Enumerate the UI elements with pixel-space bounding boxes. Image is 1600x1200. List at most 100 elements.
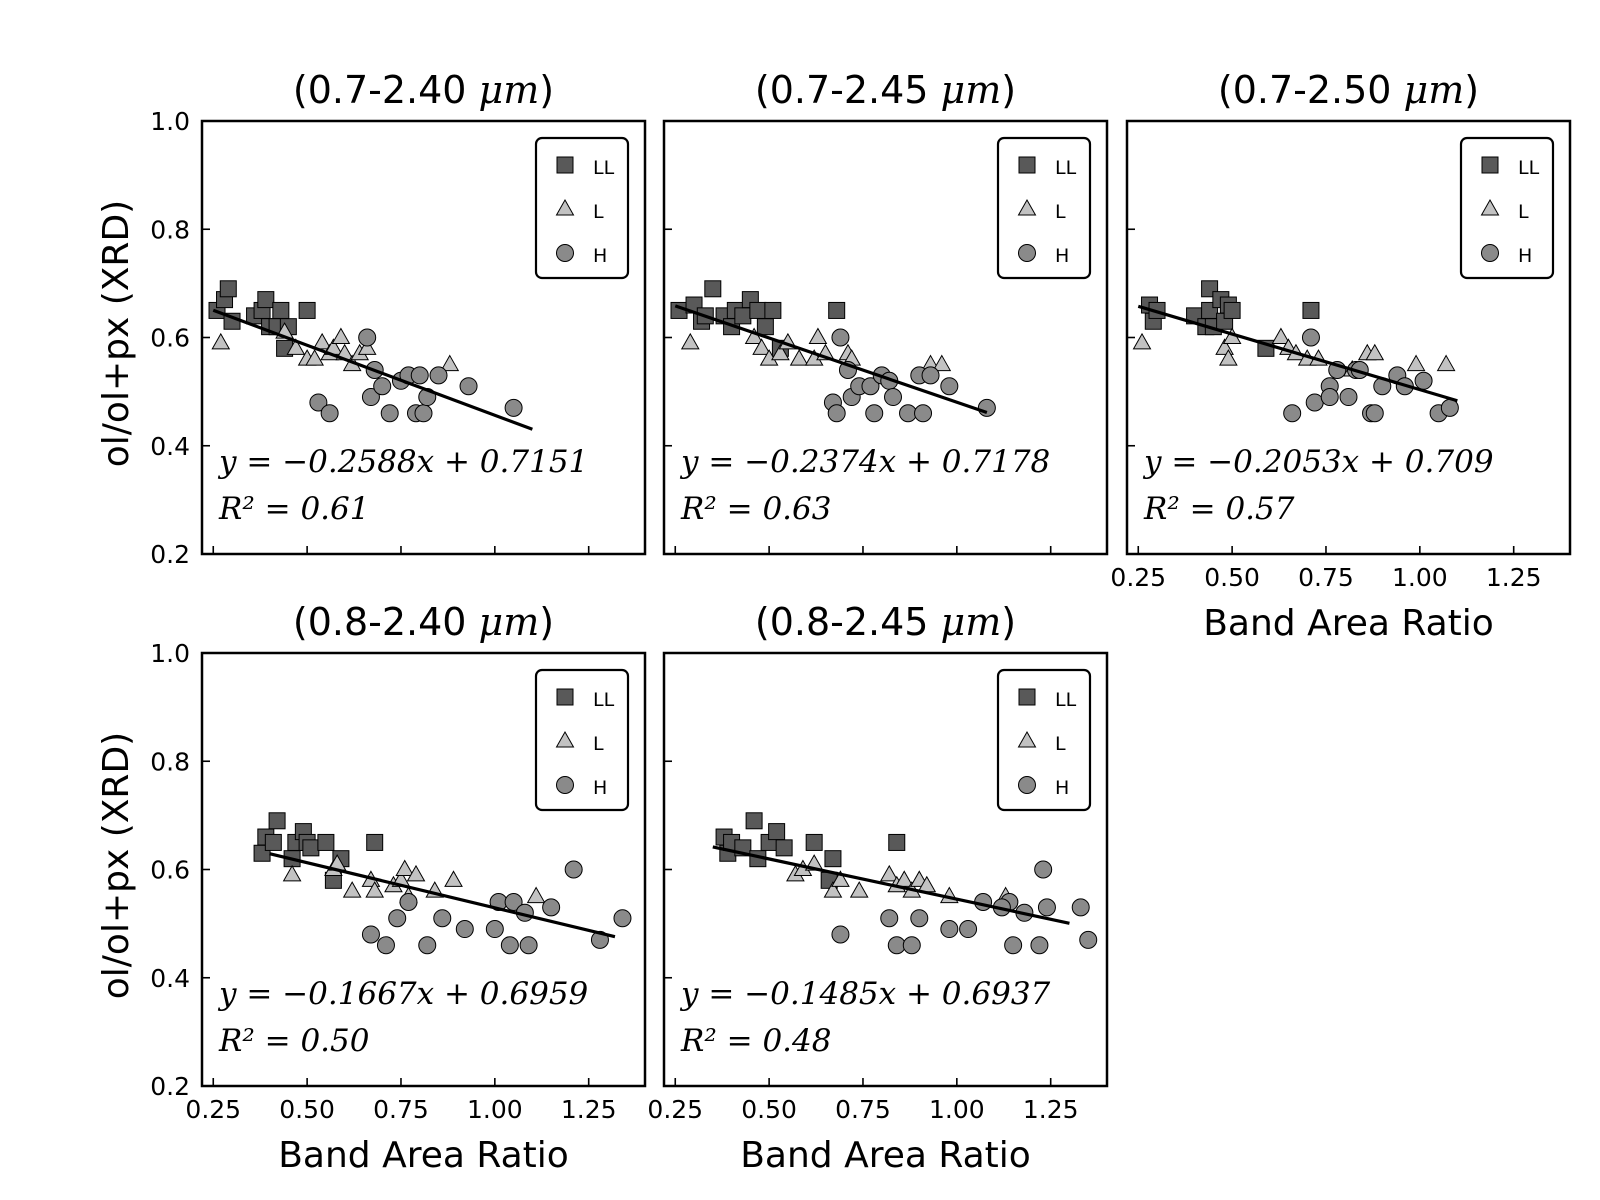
r-squared: R² = 0.48 bbox=[680, 1023, 831, 1059]
marker-L bbox=[744, 327, 764, 344]
marker-L bbox=[932, 354, 952, 372]
x-tick-label: 0.50 bbox=[279, 1095, 335, 1124]
marker-L bbox=[331, 327, 351, 344]
legend-frame bbox=[534, 136, 630, 280]
marker-H bbox=[940, 377, 959, 396]
y-tick-label: 0.2 bbox=[150, 540, 190, 569]
x-tick-label: 1.25 bbox=[561, 1095, 617, 1124]
marker-LL bbox=[317, 833, 335, 851]
legend-frame bbox=[1459, 136, 1555, 280]
marker-H bbox=[376, 936, 395, 955]
marker-L bbox=[357, 338, 377, 355]
x-axis-label: Band Area Ratio bbox=[278, 1135, 569, 1176]
legend-marker-H bbox=[556, 244, 574, 262]
plot-area bbox=[670, 280, 996, 423]
x-tick-label: 0.75 bbox=[835, 1095, 891, 1124]
series-LL bbox=[1141, 280, 1320, 357]
regression-line bbox=[712, 845, 1070, 925]
marker-H bbox=[1339, 388, 1358, 407]
legend-frame bbox=[996, 136, 1092, 280]
marker-L bbox=[831, 870, 850, 887]
marker-LL bbox=[1302, 301, 1320, 319]
panel-title: (0.8-2.45 μm) bbox=[755, 600, 1016, 644]
marker-H bbox=[827, 404, 846, 423]
title-close: ) bbox=[539, 68, 554, 112]
marker-L bbox=[808, 327, 828, 344]
marker-L bbox=[879, 864, 899, 882]
legend-label-L: L bbox=[593, 201, 604, 223]
marker-H bbox=[459, 377, 478, 396]
marker-LL bbox=[768, 823, 786, 841]
marker-LL bbox=[764, 301, 782, 319]
marker-LL bbox=[219, 280, 237, 298]
legend-marker-L bbox=[1017, 198, 1037, 216]
marker-LL bbox=[824, 850, 842, 868]
marker-LL bbox=[302, 839, 320, 857]
legend-label-H: H bbox=[1055, 245, 1069, 267]
legend-label-LL: LL bbox=[1055, 157, 1077, 179]
marker-H bbox=[361, 388, 380, 407]
y-tick-label: 0.2 bbox=[150, 1072, 190, 1101]
marker-L bbox=[282, 864, 302, 882]
panel-5: (0.8-2.45 μm) 0.25 0.50 0.75 1.00 1.25 Band Ar… bbox=[647, 600, 1109, 1176]
marker-H bbox=[1037, 898, 1056, 917]
marker-LL bbox=[756, 318, 774, 336]
marker-H bbox=[887, 936, 906, 955]
marker-H bbox=[959, 920, 978, 939]
marker-L bbox=[823, 881, 843, 898]
x-tick-label: 1.25 bbox=[1023, 1095, 1079, 1124]
series-H bbox=[361, 860, 632, 955]
x-tick-label: 0.50 bbox=[741, 1095, 797, 1124]
x-tick-label: 0.25 bbox=[185, 1095, 241, 1124]
title-unit: μm bbox=[941, 68, 1002, 112]
regression-line bbox=[212, 308, 533, 431]
panel-frame bbox=[662, 651, 1109, 1088]
marker-L bbox=[211, 332, 231, 350]
regression-equation: y = −0.1667x + 0.6959 bbox=[217, 976, 588, 1012]
r-squared: R² = 0.57 bbox=[1143, 491, 1295, 527]
marker-H bbox=[380, 404, 399, 423]
regression-line bbox=[674, 304, 988, 415]
marker-LL bbox=[805, 833, 823, 851]
marker-H bbox=[418, 936, 437, 955]
marker-H bbox=[500, 936, 519, 955]
title-range: (0.7-2.45 bbox=[755, 68, 941, 112]
legend-marker-H bbox=[1018, 776, 1036, 794]
title-unit: μm bbox=[1404, 68, 1465, 112]
marker-H bbox=[977, 398, 996, 417]
marker-H bbox=[1305, 393, 1324, 412]
legend-marker-LL bbox=[1481, 156, 1499, 174]
y-tick-label: 0.8 bbox=[150, 747, 190, 776]
legend-label-LL: LL bbox=[1518, 157, 1540, 179]
marker-L bbox=[365, 881, 385, 898]
panel-frame bbox=[200, 119, 647, 556]
x-tick-label: 1.00 bbox=[1392, 563, 1448, 592]
marker-H bbox=[921, 366, 940, 385]
marker-L bbox=[771, 343, 790, 361]
marker-H bbox=[1079, 930, 1098, 949]
legend-label-L: L bbox=[593, 733, 604, 755]
title-range: (0.7-2.50 bbox=[1218, 68, 1404, 112]
marker-H bbox=[1030, 936, 1049, 955]
legend-label-L: L bbox=[1055, 733, 1066, 755]
marker-H bbox=[910, 909, 929, 928]
legend-marker-LL bbox=[1018, 156, 1036, 174]
marker-H bbox=[1365, 404, 1384, 423]
legend-marker-LL bbox=[1018, 688, 1036, 706]
title-close: ) bbox=[1464, 68, 1479, 112]
marker-LL bbox=[734, 307, 752, 325]
marker-L bbox=[1436, 354, 1456, 372]
marker-L bbox=[440, 354, 460, 372]
y-tick-label: 0.4 bbox=[150, 432, 190, 461]
regression-equation: y = −0.1485x + 0.6937 bbox=[679, 976, 1051, 1012]
marker-H bbox=[899, 404, 918, 423]
marker-H bbox=[1034, 860, 1053, 879]
marker-H bbox=[433, 909, 452, 928]
marker-LL bbox=[828, 301, 846, 319]
marker-H bbox=[613, 909, 632, 928]
marker-L bbox=[526, 886, 546, 904]
panel-title: (0.7-2.40 μm) bbox=[293, 68, 554, 112]
legend-marker-LL bbox=[556, 688, 574, 706]
